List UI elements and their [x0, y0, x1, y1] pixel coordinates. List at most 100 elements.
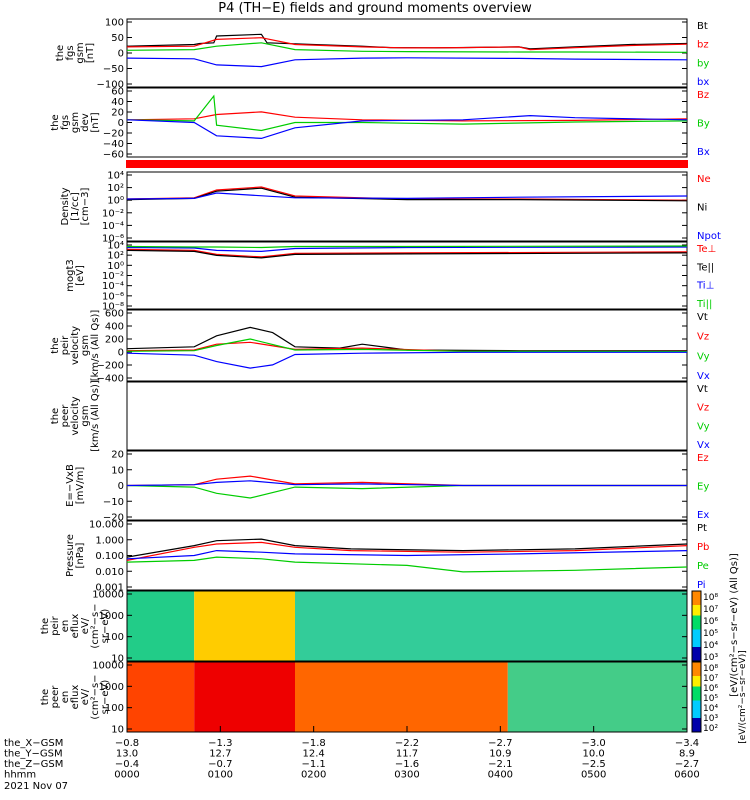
legend-entry: Vx: [697, 371, 710, 382]
y-axis-label: gsm: [80, 405, 91, 426]
legend-entry: Ex: [697, 510, 709, 521]
legend-entry: Ti⊥: [696, 281, 714, 292]
y-tick-label: −200: [97, 361, 124, 372]
y-tick-label: 50: [111, 33, 124, 44]
legend-entry: Ey: [697, 482, 709, 493]
y-tick-label: 10: [111, 465, 124, 476]
x-axis-tick-label: −3.0: [582, 738, 606, 749]
y-axis-label: en: [60, 691, 71, 704]
y-tick-label: 0.100: [95, 551, 124, 562]
x-axis-row-label: hhmm: [4, 770, 36, 781]
panel-frame: [126, 171, 688, 242]
y-axis-label: eflux: [70, 614, 81, 639]
legend-entry: Vy: [697, 421, 710, 432]
x-axis-tick-label: −1.8: [302, 738, 326, 749]
colorbar-segment: [692, 676, 701, 687]
series-line-te: [126, 248, 688, 258]
y-axis-label: velocity: [70, 326, 81, 365]
legend-entry: Ti||: [696, 299, 712, 310]
legend-entry: Vy: [697, 351, 710, 362]
x-axis-row-label: the_Y−GSM: [4, 749, 63, 760]
y-axis-label: fgs: [60, 115, 71, 130]
y-axis-label: Pressure: [65, 534, 76, 577]
legend-entry: Bt: [697, 21, 708, 32]
x-axis-tick-label: −0.8: [115, 738, 139, 749]
y-tick-label: 0.001: [95, 583, 124, 594]
y-axis-label: [km/s (All Qs)]: [90, 310, 101, 382]
y-axis-label: peir: [50, 615, 61, 635]
colorbar-tick-label: 10⁵: [703, 694, 718, 704]
y-tick-label: 1000: [99, 611, 124, 622]
x-axis-tick-label: 12.4: [303, 749, 325, 760]
heatmap-band: [295, 591, 687, 661]
heatmap-band: [194, 591, 295, 661]
x-axis-tick-label: −0.7: [208, 759, 232, 770]
y-tick-label: −60: [103, 150, 124, 161]
colorbar-segment: [692, 718, 701, 732]
legend-entry: Pb: [697, 542, 709, 553]
series-line-ti: [126, 246, 688, 253]
y-tick-label: −10: [103, 497, 124, 508]
y-tick-label: 0: [118, 118, 124, 129]
legend-entry: Pt: [697, 523, 707, 534]
y-tick-label: 10⁻⁶: [102, 234, 124, 245]
y-tick-label: 10000: [92, 590, 124, 601]
series-line-te: [126, 249, 688, 259]
legend-entry: Bz: [697, 90, 709, 101]
y-tick-label: 0.010: [95, 567, 124, 578]
y-axis-label: [mV/m]: [75, 467, 86, 505]
y-tick-label: 20: [111, 108, 124, 119]
y-axis-label: Density: [60, 187, 71, 225]
y-tick-label: 10: [111, 654, 124, 665]
x-axis-tick-label: 10.0: [583, 749, 605, 760]
y-axis-label: [nT]: [90, 112, 101, 132]
y-axis-label: eflux: [70, 685, 81, 710]
legend-entry: Ni: [697, 203, 707, 214]
y-axis-label: the: [55, 45, 66, 61]
y-axis-label: velocity: [70, 396, 81, 435]
y-tick-label: −400: [97, 374, 124, 385]
x-axis-tick-label: −2.1: [488, 759, 512, 770]
legend-entry: Bx: [697, 147, 710, 158]
panel-frame: [126, 18, 688, 88]
y-tick-label: 10⁻²: [102, 208, 124, 219]
heatmap-band: [295, 662, 508, 732]
series-line-pb: [126, 541, 688, 561]
panel-frame: [126, 590, 688, 662]
y-axis-label: eV/: [80, 688, 91, 705]
y-tick-label: 10.000: [89, 520, 124, 531]
colorbar-segment: [692, 591, 701, 605]
colorbar-tick-label: 10⁶: [703, 617, 718, 627]
y-tick-label: 10000: [92, 661, 124, 672]
x-axis-tick-label: 0300: [394, 770, 419, 781]
x-axis-tick-label: 12.7: [209, 749, 231, 760]
series-line-pe: [126, 556, 688, 573]
series-line-bx: [126, 114, 688, 140]
heatmap-band: [127, 591, 195, 661]
panel-frame: [126, 309, 688, 382]
y-tick-label: 100: [105, 632, 124, 643]
y-tick-label: −40: [103, 139, 124, 150]
y-tick-label: 100: [105, 18, 124, 29]
x-axis-tick-label: 0500: [581, 770, 606, 781]
series-line-by: [126, 42, 688, 53]
colorbar-tick-label: 10⁴: [703, 704, 718, 714]
series-line-by: [126, 94, 688, 132]
y-axis-label: (cm²−s−: [90, 674, 101, 719]
colorbar-tick-label: 10⁸: [703, 593, 718, 603]
y-axis-label: [nT]: [85, 43, 96, 63]
legend-entry: by: [697, 58, 709, 69]
y-tick-label: 600: [105, 309, 124, 320]
series-line-ey: [126, 484, 687, 499]
legend-entry: Npot: [697, 231, 721, 242]
y-tick-label: 0: [118, 481, 124, 492]
x-axis-tick-label: −3.4: [675, 738, 699, 749]
y-axis-label: fgs: [65, 45, 76, 60]
panel-frame: [126, 87, 688, 158]
legend-entry: Te⊥: [696, 244, 716, 255]
y-tick-label: 10⁴: [107, 171, 124, 182]
series-line-ti: [126, 245, 688, 249]
y-tick-label: 10: [111, 725, 124, 736]
legend-entry: Ne: [697, 174, 711, 185]
y-tick-label: −100: [97, 80, 124, 91]
